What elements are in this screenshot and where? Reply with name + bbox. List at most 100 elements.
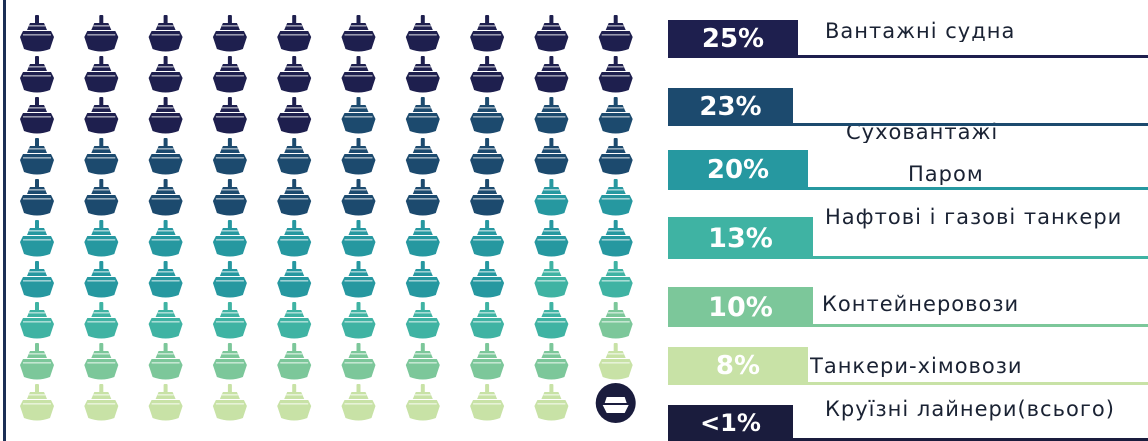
ship-icon — [84, 179, 119, 216]
category-label: Танкери-хімовози — [810, 355, 1023, 377]
percent-badge: 8% — [668, 347, 808, 385]
ship-icon — [405, 343, 440, 380]
ship-icon — [598, 343, 633, 380]
ship-icon — [598, 56, 633, 93]
ship-icon — [20, 343, 54, 380]
ship-icon — [277, 343, 312, 380]
ship-icon — [148, 138, 183, 175]
ship-icon — [148, 302, 183, 339]
ship-icon — [84, 384, 119, 421]
ship-icon — [212, 179, 247, 216]
ship-icon — [84, 15, 119, 52]
ship-icon — [277, 15, 312, 52]
ship-icon — [341, 97, 376, 134]
ship-icon — [20, 220, 54, 257]
ship-icon — [470, 302, 505, 339]
ship-icon — [20, 384, 54, 421]
ship-icon — [534, 138, 569, 175]
ship-icon — [20, 261, 54, 298]
ship-icon — [84, 343, 119, 380]
ship-icon — [405, 138, 440, 175]
ship-icon — [534, 179, 569, 216]
legend-row — [668, 256, 1148, 259]
ship-icon — [212, 56, 247, 93]
left-border-rule — [3, 0, 6, 441]
ship-icon — [148, 56, 183, 93]
ship-icon — [405, 56, 440, 93]
ship-icon — [405, 261, 440, 298]
ship-icon — [534, 15, 569, 52]
ship-icon — [148, 179, 183, 216]
ship-icon — [470, 15, 505, 52]
ship-icon — [534, 343, 569, 380]
ship-icon — [405, 97, 440, 134]
ship-icon — [534, 261, 569, 298]
ship-icon — [598, 97, 633, 134]
ship-icon — [212, 384, 247, 421]
percent-badge: 23% — [668, 88, 793, 126]
legend-row — [668, 382, 1148, 385]
category-label: Нафтові і газові танкери — [825, 205, 1123, 229]
ship-icon — [341, 138, 376, 175]
ship-icon — [20, 302, 54, 339]
ship-icon — [212, 15, 247, 52]
ship-icon — [534, 302, 569, 339]
percent-badge: 25% — [668, 20, 798, 58]
legend-row — [668, 123, 1148, 126]
ship-icon — [598, 261, 633, 298]
ship-icon — [341, 261, 376, 298]
cruise-ship-icon-hull — [602, 397, 629, 413]
ship-icon — [20, 15, 54, 52]
category-label: Вантажні судна — [825, 20, 1016, 42]
ship-icon — [470, 220, 505, 257]
ship-icon — [405, 179, 440, 216]
percent-badge: 13% — [668, 217, 813, 259]
ship-icon — [470, 138, 505, 175]
ship-pictogram-grid — [20, 15, 636, 423]
ship-icon — [470, 179, 505, 216]
ship-icon — [598, 138, 633, 175]
ship-icon — [470, 343, 505, 380]
ship-icon — [405, 15, 440, 52]
ship-icon — [212, 138, 247, 175]
category-label: Паром — [908, 163, 984, 185]
legend-row — [668, 438, 1148, 441]
ship-icon — [148, 384, 183, 421]
ship-icon — [341, 15, 376, 52]
ship-icon — [277, 384, 312, 421]
ship-icon — [341, 179, 376, 216]
ship-icon — [534, 384, 569, 421]
ship-icon — [277, 56, 312, 93]
ship-icon — [212, 302, 247, 339]
ship-icon — [20, 56, 54, 93]
ship-icon — [148, 15, 183, 52]
ship-icon — [341, 302, 376, 339]
ship-icon — [534, 97, 569, 134]
ship-icon — [341, 220, 376, 257]
percent-badge: <1% — [668, 405, 793, 441]
ship-icon — [277, 138, 312, 175]
ship-icon — [148, 343, 183, 380]
ship-icon — [341, 384, 376, 421]
ship-icon — [20, 97, 54, 134]
ship-icon — [470, 56, 505, 93]
ship-icon — [20, 138, 54, 175]
ship-icon — [84, 138, 119, 175]
ship-icon — [598, 15, 633, 52]
ship-icon — [277, 179, 312, 216]
ship-icon — [148, 220, 183, 257]
ship-icon — [277, 220, 312, 257]
legend-row — [668, 187, 1148, 190]
ship-icon — [405, 302, 440, 339]
ship-icon — [212, 343, 247, 380]
ship-icon — [84, 302, 119, 339]
ship-icon — [534, 56, 569, 93]
ship-icon — [84, 56, 119, 93]
ship-icon — [212, 261, 247, 298]
ship-icon — [598, 179, 633, 216]
ship-icon — [212, 220, 247, 257]
legend-row — [668, 324, 1148, 327]
ship-icon — [84, 97, 119, 134]
ship-icon — [341, 343, 376, 380]
category-label: Контейнеровози — [822, 293, 1020, 315]
